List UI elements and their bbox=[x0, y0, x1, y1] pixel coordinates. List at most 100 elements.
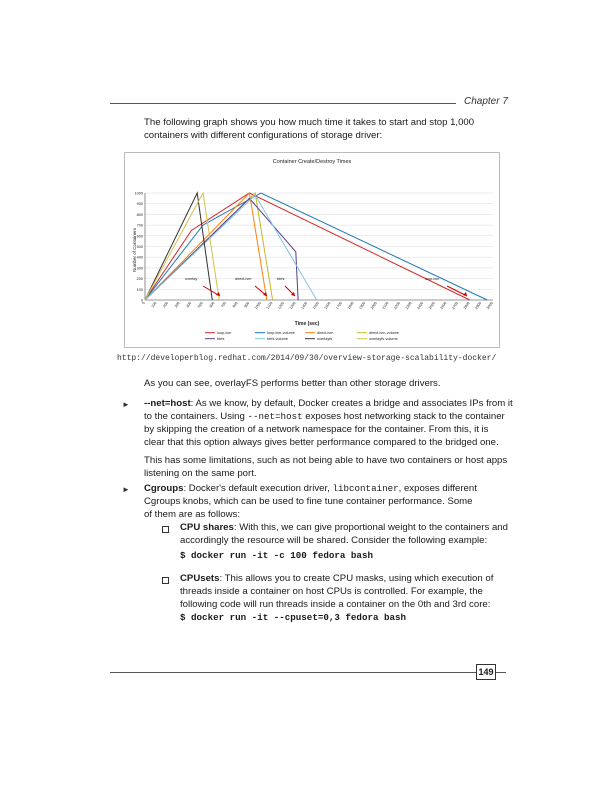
bullet-icon: ► bbox=[122, 485, 130, 494]
cpu-shares-line-2: accordingly the resource will be shared.… bbox=[180, 535, 488, 546]
x-tick-label: 0 bbox=[141, 301, 145, 305]
annotation-arrow bbox=[446, 285, 468, 297]
chart-annotations: overlay direct-lvm btrfs loop-lvm bbox=[185, 277, 468, 297]
footer-rule bbox=[110, 672, 476, 673]
annotation-arrowhead bbox=[291, 292, 295, 296]
figure-source-url: http://developerblog.redhat.com/2014/09/… bbox=[117, 354, 497, 363]
chart-svg: Container Create/Destroy Times Number of… bbox=[132, 159, 494, 341]
net-host-line-3: by skipping the creation of a network na… bbox=[144, 424, 489, 435]
chart-series bbox=[144, 191, 488, 301]
x-tick-label: 400 bbox=[186, 301, 193, 308]
series-line-btrfs bbox=[144, 197, 299, 301]
net-host-text-1: : As we know, by default, Docker creates… bbox=[190, 398, 513, 409]
cpusets-line-1: CPUsets: This allows you to create CPU m… bbox=[180, 572, 493, 586]
x-tick-label: 200 bbox=[162, 301, 169, 308]
x-tick-label: 900 bbox=[244, 301, 251, 308]
chart-y-ticks: 0 100 200 300 400 500 600 700 800 900 1000 bbox=[135, 192, 143, 303]
net-host-line-4: clear that this option always gives bett… bbox=[144, 437, 499, 448]
annotation-label: btrfs bbox=[277, 277, 284, 281]
y-tick-label: 900 bbox=[137, 202, 143, 206]
cgroups-text-1a: : Docker's default execution driver, bbox=[183, 483, 333, 494]
legend-entry: btrfs bbox=[217, 337, 224, 341]
x-tick-label: 500 bbox=[197, 301, 204, 308]
net-host-line-1: --net=host: As we know, by default, Dock… bbox=[144, 397, 513, 411]
cpu-shares-code: $ docker run -it -c 100 fedora bash bbox=[180, 550, 373, 561]
x-tick-label: 2300 bbox=[405, 301, 413, 310]
intro-line-1: The following graph shows you how much t… bbox=[144, 117, 475, 128]
annotation-label: loop-lvm bbox=[425, 277, 439, 281]
y-tick-label: 800 bbox=[137, 213, 143, 217]
x-tick-label: 2200 bbox=[393, 301, 401, 310]
net-host-term: --net=host bbox=[144, 398, 191, 409]
x-tick-label: 3000 bbox=[486, 301, 494, 310]
x-tick-label: 800 bbox=[232, 301, 239, 308]
chart-title: Container Create/Destroy Times bbox=[273, 159, 352, 165]
cpu-shares-line-1: CPU shares: With this, we can give propo… bbox=[180, 521, 508, 535]
series-line-btrfs-volume bbox=[144, 194, 318, 301]
x-tick-label: 1200 bbox=[277, 301, 285, 310]
footer-rule-end bbox=[496, 672, 506, 673]
x-tick-label: 2500 bbox=[428, 301, 436, 310]
chart-legend: loop-lvm loop-lvm-volume direct-lvm direct-… bbox=[205, 331, 399, 341]
legend-entry: loop-lvm bbox=[217, 331, 231, 335]
intro-line-2: containers with different configurations… bbox=[144, 130, 383, 141]
overlay-paragraph: As you can see, overlayFS performs bette… bbox=[144, 378, 441, 389]
legend-entry: btrfs-volume bbox=[267, 337, 288, 341]
legend-entry: direct-lvm bbox=[317, 331, 333, 335]
cpusets-text-1: : This allows you to create CPU masks, u… bbox=[219, 573, 494, 584]
x-tick-label: 2700 bbox=[451, 301, 459, 310]
series-line-loop-lvm-volume bbox=[144, 192, 488, 301]
x-tick-label: 2400 bbox=[416, 301, 424, 310]
x-tick-label: 1400 bbox=[300, 301, 308, 310]
chart-x-ticks: 0 100 200 300 400 500 600 700 800 900 1000 1100 1200… bbox=[141, 301, 493, 310]
chart-figure: Container Create/Destroy Times Number of… bbox=[124, 152, 500, 348]
x-tick-label: 1000 bbox=[254, 301, 262, 310]
legend-entry: overlayfs-volume bbox=[369, 337, 398, 341]
x-tick-label: 100 bbox=[151, 301, 158, 308]
x-tick-label: 2900 bbox=[474, 301, 482, 310]
y-tick-label: 200 bbox=[137, 277, 143, 281]
x-tick-label: 2600 bbox=[440, 301, 448, 310]
cpusets-term: CPUsets bbox=[180, 573, 220, 584]
chart-y-axis-label: Number of Containers bbox=[132, 227, 137, 272]
cpu-shares-text-1: : With this, we can give proportional we… bbox=[233, 522, 508, 533]
y-tick-label: 1000 bbox=[135, 192, 143, 196]
square-bullet-icon bbox=[162, 526, 169, 533]
y-tick-label: 0 bbox=[141, 299, 143, 303]
series-line-overlayfs bbox=[144, 191, 213, 301]
header-rule bbox=[110, 103, 456, 104]
cgroups-line-1: Cgroups: Docker's default execution driv… bbox=[144, 482, 477, 496]
cpusets-code: $ docker run -it --cpuset=0,3 fedora bas… bbox=[180, 612, 407, 623]
net-host-text-2b: exposes host networking stack to the con… bbox=[302, 411, 505, 422]
series-line-direct-lvm bbox=[144, 191, 268, 301]
annotation-arrowhead bbox=[463, 292, 467, 296]
x-tick-label: 600 bbox=[209, 301, 216, 308]
cgroups-text-1b: , exposes different bbox=[398, 483, 477, 494]
x-tick-label: 700 bbox=[220, 301, 227, 308]
series-line-loop-lvm bbox=[144, 192, 471, 301]
y-tick-label: 600 bbox=[137, 234, 143, 238]
cgroups-line-2: Cgroups knobs, which can be used to fine… bbox=[144, 496, 473, 507]
annotation-label: overlay bbox=[185, 277, 197, 281]
series-line-overlayfs-volume bbox=[144, 191, 220, 301]
cgroups-term: Cgroups bbox=[144, 483, 184, 494]
cpusets-line-2: threads inside a container on host CPUs … bbox=[180, 586, 483, 597]
x-tick-label: 2800 bbox=[463, 301, 471, 310]
x-tick-label: 1700 bbox=[335, 301, 343, 310]
cpu-shares-term: CPU shares bbox=[180, 522, 234, 533]
square-bullet-icon bbox=[162, 577, 169, 584]
x-tick-label: 1600 bbox=[324, 301, 332, 310]
y-tick-label: 300 bbox=[137, 266, 143, 270]
x-tick-label: 2100 bbox=[382, 301, 390, 310]
x-tick-label: 1300 bbox=[289, 301, 297, 310]
cgroups-code: libcontainer bbox=[332, 483, 399, 494]
net-host-code: --net=host bbox=[247, 411, 303, 422]
cgroups-line-3: of them are as follows: bbox=[144, 509, 240, 520]
cpusets-line-3: following code will run threads inside a… bbox=[180, 599, 491, 610]
x-tick-label: 300 bbox=[174, 301, 181, 308]
page-number: 149 bbox=[476, 664, 496, 680]
y-tick-label: 100 bbox=[137, 288, 143, 292]
legend-entry: overlayfs bbox=[317, 337, 332, 341]
legend-entry: direct-lvm-volume bbox=[369, 331, 399, 335]
chart-grid bbox=[144, 192, 493, 301]
